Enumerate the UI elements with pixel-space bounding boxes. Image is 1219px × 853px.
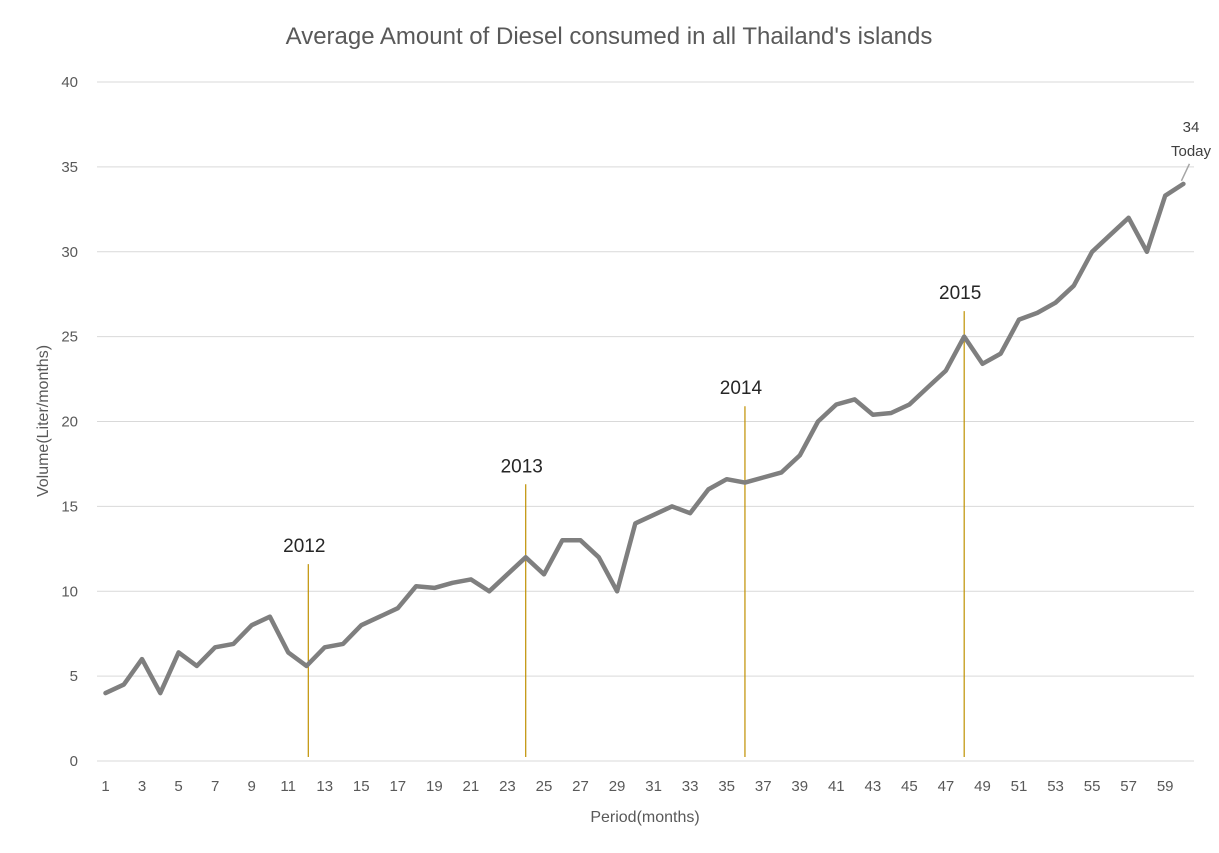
x-tick-label: 47 xyxy=(938,778,955,795)
y-tick-label: 25 xyxy=(61,329,78,346)
x-tick-label: 33 xyxy=(682,778,699,795)
x-tick-label: 27 xyxy=(572,778,589,795)
x-tick-label: 41 xyxy=(828,778,845,795)
x-tick-label: 59 xyxy=(1157,778,1174,795)
y-axis-title: Volume(Liter/months) xyxy=(35,345,52,497)
y-tick-label: 5 xyxy=(70,668,78,685)
x-tick-label: 55 xyxy=(1084,778,1101,795)
today-annotation: 34 Today xyxy=(1171,119,1212,182)
y-tick-label: 0 xyxy=(70,753,78,770)
x-tick-label: 23 xyxy=(499,778,516,795)
y-tick-label: 20 xyxy=(61,414,78,431)
x-tick-label: 53 xyxy=(1047,778,1064,795)
x-axis-ticks: 1 3 5 7 9 11 13 15 17 19 21 23 25 27 29 31 33 35 37 39 41 43 4… xyxy=(101,778,1173,795)
year-marker-label: 2014 xyxy=(720,378,763,399)
x-tick-label: 17 xyxy=(389,778,406,795)
y-tick-label: 40 xyxy=(61,74,78,91)
gridlines xyxy=(97,81,1194,762)
annotation-value: 34 xyxy=(1183,119,1200,136)
y-tick-label: 30 xyxy=(61,244,78,261)
x-tick-label: 9 xyxy=(247,778,255,795)
x-tick-label: 49 xyxy=(974,778,991,795)
x-tick-label: 37 xyxy=(755,778,772,795)
x-tick-label: 43 xyxy=(864,778,881,795)
annotation-leader xyxy=(1180,163,1191,182)
x-tick-label: 39 xyxy=(791,778,808,795)
y-tick-label: 10 xyxy=(61,583,78,600)
x-tick-label: 35 xyxy=(718,778,735,795)
year-markers: 2012 2013 2014 2015 xyxy=(283,283,981,757)
x-axis-title: Period(months) xyxy=(590,809,699,826)
y-tick-label: 35 xyxy=(61,159,78,176)
year-marker-label: 2013 xyxy=(501,456,543,477)
x-tick-label: 51 xyxy=(1011,778,1028,795)
chart-title: Average Amount of Diesel consumed in all… xyxy=(286,23,933,50)
x-tick-label: 3 xyxy=(138,778,146,795)
x-tick-label: 7 xyxy=(211,778,219,795)
x-tick-label: 15 xyxy=(353,778,370,795)
series-line xyxy=(103,181,1186,696)
x-tick-label: 5 xyxy=(174,778,182,795)
x-tick-label: 57 xyxy=(1120,778,1137,795)
x-tick-label: 1 xyxy=(101,778,109,795)
x-tick-label: 21 xyxy=(463,778,480,795)
y-axis-ticks: 0 5 10 15 20 25 30 35 40 xyxy=(61,74,78,770)
x-tick-label: 45 xyxy=(901,778,918,795)
x-tick-label: 13 xyxy=(316,778,333,795)
year-marker-label: 2012 xyxy=(283,536,325,557)
year-marker-label: 2015 xyxy=(939,283,981,304)
y-tick-label: 15 xyxy=(61,498,78,515)
x-tick-label: 11 xyxy=(280,778,296,795)
annotation-text: Today xyxy=(1171,143,1212,160)
x-tick-label: 29 xyxy=(609,778,626,795)
x-tick-label: 25 xyxy=(536,778,553,795)
x-tick-label: 31 xyxy=(645,778,662,795)
x-tick-label: 19 xyxy=(426,778,443,795)
series-layer xyxy=(103,181,1186,696)
